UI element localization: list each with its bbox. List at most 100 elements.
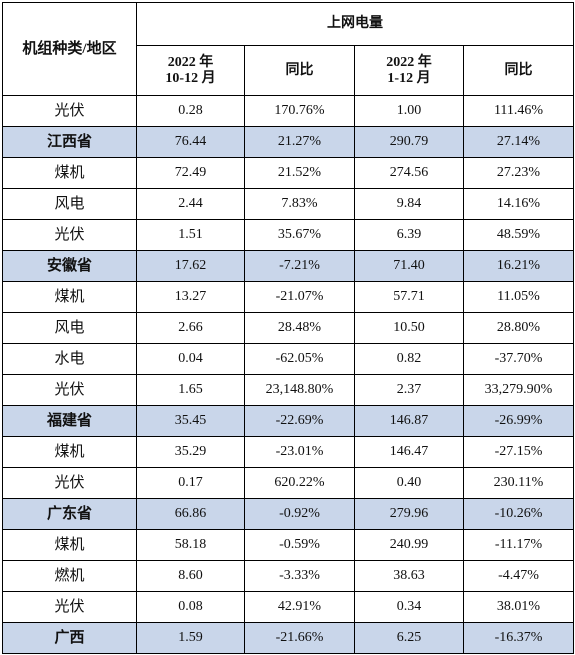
row-label: 光伏 bbox=[2, 467, 137, 499]
cell-full-year-value: 0.82 bbox=[354, 343, 464, 375]
province-row: 安徽省 17.62 -7.21% 71.40 16.21% bbox=[2, 250, 574, 282]
cell-q4-yoy: 42.91% bbox=[244, 591, 355, 623]
cell-q4-value: 0.08 bbox=[136, 591, 245, 623]
table-row: 煤机 58.18 -0.59% 240.99 -11.17% bbox=[2, 529, 574, 561]
row-label: 煤机 bbox=[2, 529, 137, 561]
table-row: 光伏 0.28 170.76% 1.00 111.46% bbox=[2, 95, 574, 127]
row-label: 江西省 bbox=[2, 126, 137, 158]
header-full-year: 2022 年 1-12 月 bbox=[354, 45, 464, 96]
header-group-grid-electricity: 上网电量 bbox=[136, 1, 574, 47]
cell-q4-value: 0.28 bbox=[136, 95, 245, 127]
cell-full-year-yoy: 11.05% bbox=[463, 281, 574, 313]
province-row: 广西 1.59 -21.66% 6.25 -16.37% bbox=[2, 622, 574, 654]
cell-full-year-yoy: -11.17% bbox=[463, 529, 574, 561]
row-label: 水电 bbox=[2, 343, 137, 375]
cell-q4-yoy: -7.21% bbox=[244, 250, 355, 282]
cell-full-year-value: 0.34 bbox=[354, 591, 464, 623]
cell-q4-yoy: -3.33% bbox=[244, 560, 355, 592]
header-q4-yoy: 同比 bbox=[244, 45, 355, 96]
cell-full-year-value: 1.00 bbox=[354, 95, 464, 127]
row-label: 风电 bbox=[2, 188, 137, 220]
cell-full-year-yoy: -10.26% bbox=[463, 498, 574, 530]
cell-q4-value: 17.62 bbox=[136, 250, 245, 282]
header-q4-months: 10-12 月 bbox=[165, 70, 216, 86]
cell-q4-yoy: 28.48% bbox=[244, 312, 355, 344]
cell-q4-value: 1.51 bbox=[136, 219, 245, 251]
table-row: 光伏 0.17 620.22% 0.40 230.11% bbox=[2, 467, 574, 499]
table-row: 光伏 0.08 42.91% 0.34 38.01% bbox=[2, 591, 574, 623]
cell-full-year-value: 274.56 bbox=[354, 157, 464, 189]
cell-full-year-yoy: 48.59% bbox=[463, 219, 574, 251]
cell-q4-value: 8.60 bbox=[136, 560, 245, 592]
cell-full-year-yoy: 111.46% bbox=[463, 95, 574, 127]
cell-q4-yoy: 21.52% bbox=[244, 157, 355, 189]
cell-q4-yoy: 620.22% bbox=[244, 467, 355, 499]
cell-q4-value: 13.27 bbox=[136, 281, 245, 313]
row-label: 光伏 bbox=[2, 591, 137, 623]
row-label: 光伏 bbox=[2, 95, 137, 127]
cell-q4-yoy: -0.59% bbox=[244, 529, 355, 561]
cell-q4-value: 35.29 bbox=[136, 436, 245, 468]
cell-q4-value: 1.65 bbox=[136, 374, 245, 406]
cell-q4-yoy: 35.67% bbox=[244, 219, 355, 251]
table-body: 光伏 0.28 170.76% 1.00 111.46% 江西省 76.44 21.27% 29… bbox=[2, 95, 574, 654]
cell-full-year-yoy: 14.16% bbox=[463, 188, 574, 220]
cell-q4-value: 66.86 bbox=[136, 498, 245, 530]
row-label: 风电 bbox=[2, 312, 137, 344]
cell-full-year-value: 10.50 bbox=[354, 312, 464, 344]
cell-full-year-value: 146.47 bbox=[354, 436, 464, 468]
header-full-yoy: 同比 bbox=[463, 45, 574, 96]
cell-q4-value: 0.17 bbox=[136, 467, 245, 499]
row-label: 光伏 bbox=[2, 374, 137, 406]
cell-q4-value: 35.45 bbox=[136, 405, 245, 437]
table-header: 机组种类/地区 上网电量 2022 年 10-12 月 同比 2022 年 1-… bbox=[2, 1, 574, 96]
table-row: 风电 2.44 7.83% 9.84 14.16% bbox=[2, 188, 574, 220]
cell-q4-yoy: -23.01% bbox=[244, 436, 355, 468]
cell-full-year-value: 240.99 bbox=[354, 529, 464, 561]
cell-full-year-value: 6.25 bbox=[354, 622, 464, 654]
cell-q4-yoy: 21.27% bbox=[244, 126, 355, 158]
cell-full-year-value: 6.39 bbox=[354, 219, 464, 251]
cell-full-year-yoy: -16.37% bbox=[463, 622, 574, 654]
table-row: 煤机 72.49 21.52% 274.56 27.23% bbox=[2, 157, 574, 189]
cell-full-year-yoy: 33,279.90% bbox=[463, 374, 574, 406]
cell-q4-yoy: -21.07% bbox=[244, 281, 355, 313]
cell-q4-yoy: -22.69% bbox=[244, 405, 355, 437]
row-label: 燃机 bbox=[2, 560, 137, 592]
cell-full-year-value: 71.40 bbox=[354, 250, 464, 282]
header-q4-year: 2022 年 bbox=[167, 54, 214, 70]
table-row: 光伏 1.51 35.67% 6.39 48.59% bbox=[2, 219, 574, 251]
table-row: 光伏 1.65 23,148.80% 2.37 33,279.90% bbox=[2, 374, 574, 406]
table-row: 燃机 8.60 -3.33% 38.63 -4.47% bbox=[2, 560, 574, 592]
cell-full-year-yoy: -27.15% bbox=[463, 436, 574, 468]
header-q4: 2022 年 10-12 月 bbox=[136, 45, 245, 96]
cell-q4-value: 0.04 bbox=[136, 343, 245, 375]
row-label: 煤机 bbox=[2, 157, 137, 189]
cell-q4-value: 2.44 bbox=[136, 188, 245, 220]
cell-full-year-yoy: 16.21% bbox=[463, 250, 574, 282]
cell-full-year-value: 2.37 bbox=[354, 374, 464, 406]
row-label: 煤机 bbox=[2, 281, 137, 313]
cell-full-year-value: 0.40 bbox=[354, 467, 464, 499]
cell-full-year-yoy: -4.47% bbox=[463, 560, 574, 592]
row-label: 安徽省 bbox=[2, 250, 137, 282]
cell-q4-yoy: -0.92% bbox=[244, 498, 355, 530]
table-row: 风电 2.66 28.48% 10.50 28.80% bbox=[2, 312, 574, 344]
cell-full-year-value: 38.63 bbox=[354, 560, 464, 592]
cell-full-year-yoy: -37.70% bbox=[463, 343, 574, 375]
row-label: 煤机 bbox=[2, 436, 137, 468]
cell-full-year-yoy: 27.23% bbox=[463, 157, 574, 189]
header-corner: 机组种类/地区 bbox=[2, 2, 137, 96]
cell-q4-yoy: 23,148.80% bbox=[244, 374, 355, 406]
cell-full-year-value: 146.87 bbox=[354, 405, 464, 437]
cell-full-year-value: 279.96 bbox=[354, 498, 464, 530]
table-row: 煤机 13.27 -21.07% 57.71 11.05% bbox=[2, 281, 574, 313]
cell-q4-value: 58.18 bbox=[136, 529, 245, 561]
cell-full-year-yoy: 230.11% bbox=[463, 467, 574, 499]
cell-full-year-value: 9.84 bbox=[354, 188, 464, 220]
header-full-year-year: 2022 年 bbox=[386, 54, 432, 70]
province-row: 江西省 76.44 21.27% 290.79 27.14% bbox=[2, 126, 574, 158]
row-label: 广西 bbox=[2, 622, 137, 654]
row-label: 光伏 bbox=[2, 219, 137, 251]
